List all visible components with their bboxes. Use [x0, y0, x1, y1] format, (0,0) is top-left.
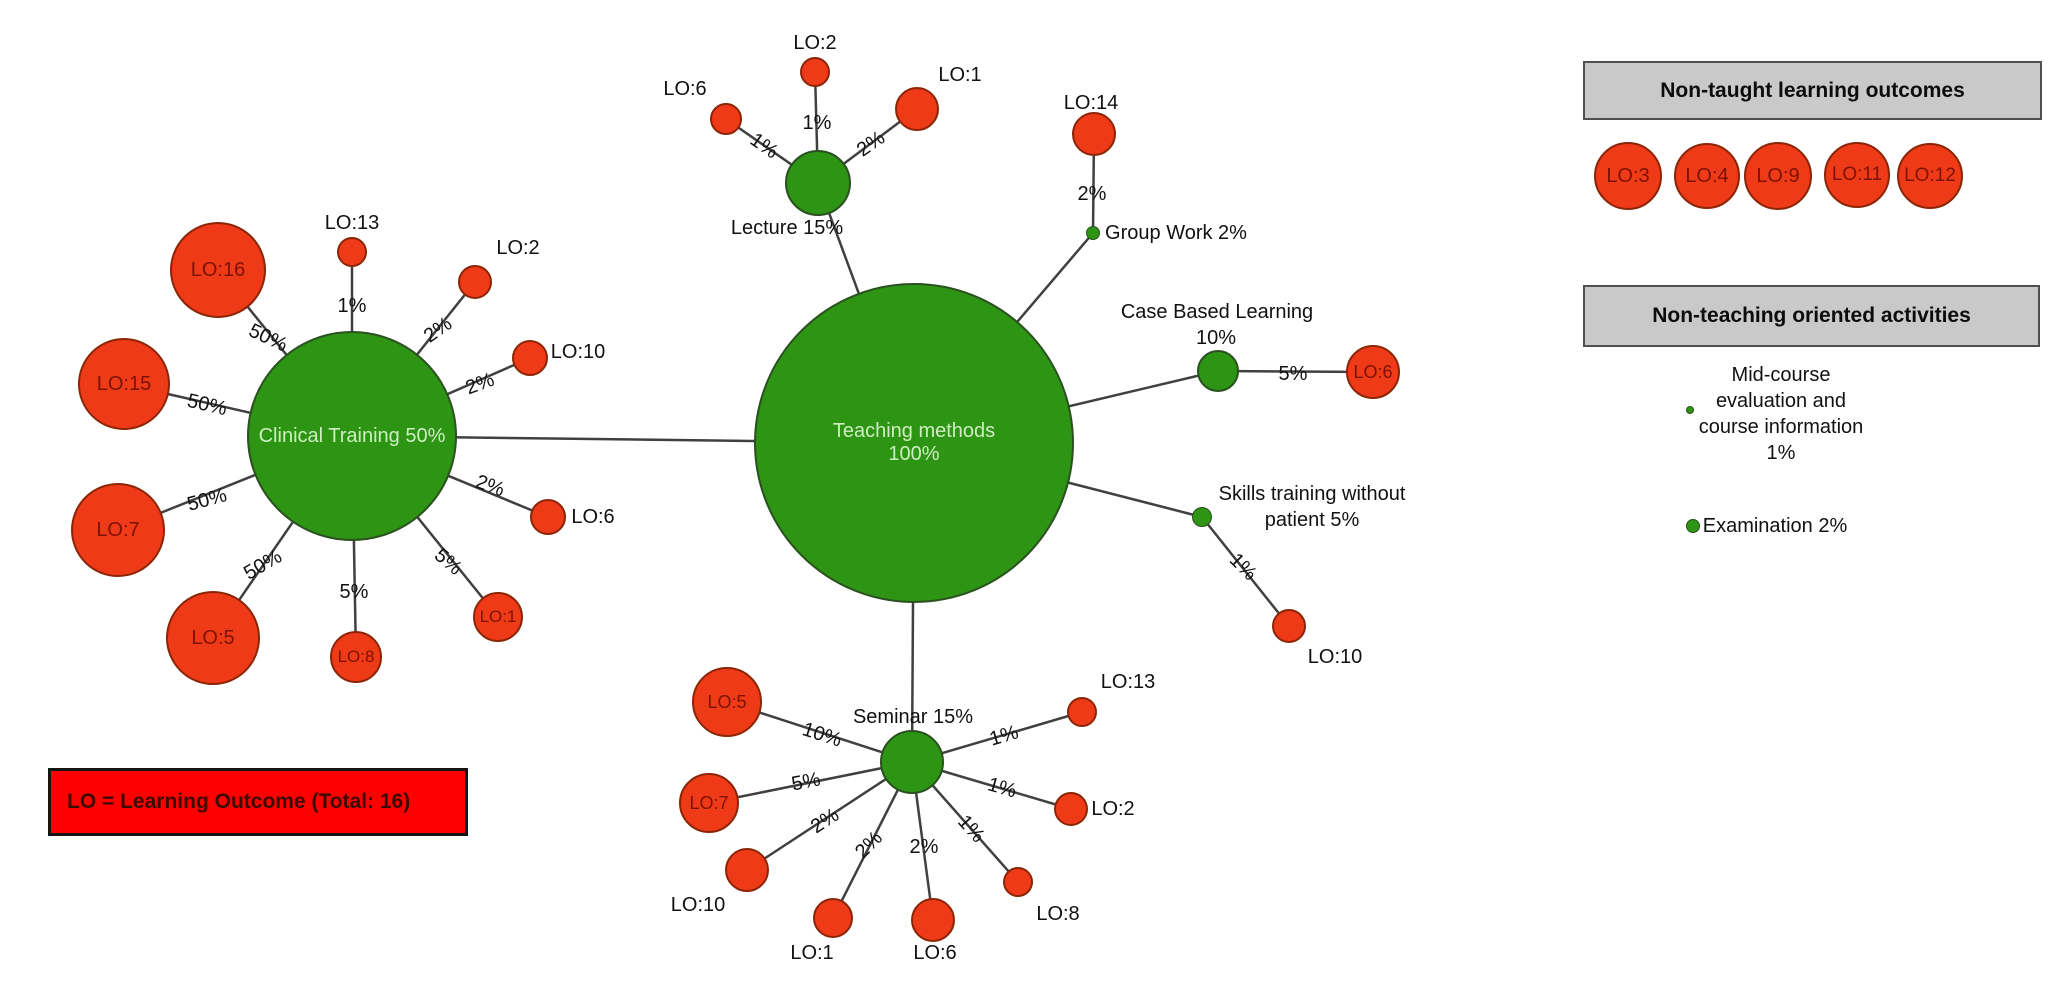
- diagram-label: LO:13: [324, 212, 380, 234]
- diagram-label: LO:8: [1036, 903, 1080, 925]
- diagram-label: 5%: [339, 581, 369, 603]
- learning-outcome-node-lo13l: [337, 237, 367, 267]
- method-node-sem: [880, 730, 944, 794]
- activity-dot-sk: [1192, 507, 1212, 527]
- activity-dot-ex: [1686, 519, 1700, 533]
- learning-outcome-node-lo2s: [1054, 792, 1088, 826]
- learning-outcome-node-lo6s: [911, 898, 955, 942]
- learning-outcome-node-lo11: LO:11: [1824, 142, 1890, 208]
- diagram-label: LO:2: [793, 32, 837, 54]
- node-inner-label: Clinical Training 50%: [258, 424, 446, 447]
- learning-outcome-node-lo2l: [458, 265, 492, 299]
- node-inner-label: LO:3: [1606, 164, 1650, 187]
- diagram-label: LO:6: [913, 942, 957, 964]
- node-inner-label: LO:4: [1685, 164, 1729, 187]
- edge-line-sk-lo10s: [1201, 516, 1290, 627]
- diagram-label: Mid-course evaluation and course informa…: [1698, 364, 1864, 464]
- diagram-label: Lecture 15%: [730, 217, 844, 239]
- method-node-ct: Clinical Training 50%: [247, 331, 457, 541]
- diagram-label: 5%: [1278, 363, 1308, 385]
- panel-header-non-teaching-oriented-activities: Non-teaching oriented activities: [1583, 285, 2040, 347]
- node-inner-label: Teaching methods 100%: [832, 420, 996, 465]
- diagram-label: 1%: [802, 112, 832, 134]
- learning-outcome-node-lo6le: [710, 103, 742, 135]
- learning-outcome-node-lo8l: LO:8: [330, 631, 382, 683]
- diagram-label: LO:10: [670, 894, 726, 916]
- node-inner-label: LO:7: [96, 518, 140, 541]
- learning-outcome-node-lo4: LO:4: [1674, 143, 1740, 209]
- edge-line-sem-lo10se: [746, 760, 913, 872]
- node-inner-label: LO:12: [1904, 165, 1956, 187]
- diagram-label: 5%: [789, 768, 823, 796]
- node-inner-label: LO:15: [96, 372, 152, 395]
- diagram-label: LO:13: [1100, 671, 1156, 693]
- node-inner-label: LO:1: [479, 607, 517, 627]
- node-inner-label: LO:7: [689, 792, 729, 813]
- diagram-label: LO:2: [1091, 798, 1135, 820]
- learning-outcome-node-lo1le: [895, 87, 939, 131]
- edge-line-sem-lo7s: [708, 760, 913, 805]
- diagram-label: 10%: [1195, 327, 1237, 349]
- diagram-label: LO:10: [550, 341, 606, 363]
- method-node-lec: [785, 150, 851, 216]
- diagram-label: LO:2: [496, 237, 540, 259]
- learning-outcome-node-lo7s: LO:7: [679, 773, 739, 833]
- diagram-label: Seminar 15%: [852, 706, 974, 728]
- learning-outcome-node-lo6l: [530, 499, 566, 535]
- learning-outcome-node-lo7l: LO:7: [71, 483, 165, 577]
- diagram-label: LO:1: [790, 942, 834, 964]
- diagram-label: Skills training without patient 5%: [1218, 483, 1406, 531]
- learning-outcome-node-lo3: LO:3: [1594, 142, 1662, 210]
- learning-outcome-node-lo9: LO:9: [1744, 142, 1812, 210]
- node-inner-label: LO:5: [191, 626, 235, 649]
- diagram-label: Case Based Learning: [1120, 301, 1314, 323]
- method-node-tm: Teaching methods 100%: [754, 283, 1074, 603]
- learning-outcome-node-lo6c: LO:6: [1346, 345, 1400, 399]
- learning-outcome-node-lo10s: [1272, 609, 1306, 643]
- learning-outcome-node-lo16: LO:16: [170, 222, 266, 318]
- diagram-label: Group Work 2%: [1105, 222, 1247, 244]
- learning-outcome-node-lo5l: LO:5: [166, 591, 260, 685]
- learning-outcome-node-lo13s: [1067, 697, 1097, 727]
- learning-outcome-node-lo8s: [1003, 867, 1033, 897]
- diagram-label: LO:6: [571, 506, 615, 528]
- node-inner-label: LO:8: [337, 647, 375, 667]
- learning-outcome-node-lo15: LO:15: [78, 338, 170, 430]
- diagram-label: 2%: [1077, 183, 1107, 205]
- node-inner-label: LO:5: [707, 691, 747, 712]
- learning-outcome-node-lo1l: LO:1: [473, 592, 523, 642]
- diagram-label: 2%: [909, 836, 939, 858]
- diagram-label: LO:10: [1307, 646, 1363, 668]
- learning-outcome-node-lo1s: [813, 898, 853, 938]
- activity-dot-mc: [1686, 406, 1694, 414]
- node-inner-label: LO:11: [1831, 164, 1883, 186]
- legend-box: LO = Learning Outcome (Total: 16): [48, 768, 468, 836]
- learning-outcome-node-lo5s: LO:5: [692, 667, 762, 737]
- panel-header-non-taught-learning-outcomes: Non-taught learning outcomes: [1583, 61, 2042, 120]
- method-node-cbl: [1197, 350, 1239, 392]
- learning-outcome-node-lo10se: [725, 848, 769, 892]
- node-inner-label: LO:16: [190, 258, 246, 281]
- learning-outcome-node-lo10l: [512, 340, 548, 376]
- node-inner-label: LO:6: [1353, 361, 1393, 382]
- learning-outcome-node-lo14: [1072, 112, 1116, 156]
- diagram-label: LO:6: [663, 78, 707, 100]
- learning-outcome-node-lo2le: [800, 57, 830, 87]
- diagram-label: LO:1: [938, 64, 982, 86]
- learning-outcome-node-lo12: LO:12: [1897, 143, 1963, 209]
- node-inner-label: LO:9: [1756, 164, 1800, 187]
- activity-dot-gw: [1086, 226, 1100, 240]
- diagram-label: 1%: [337, 295, 367, 317]
- diagram-label: Examination 2%: [1702, 515, 1848, 537]
- diagram-label: LO:14: [1063, 92, 1119, 114]
